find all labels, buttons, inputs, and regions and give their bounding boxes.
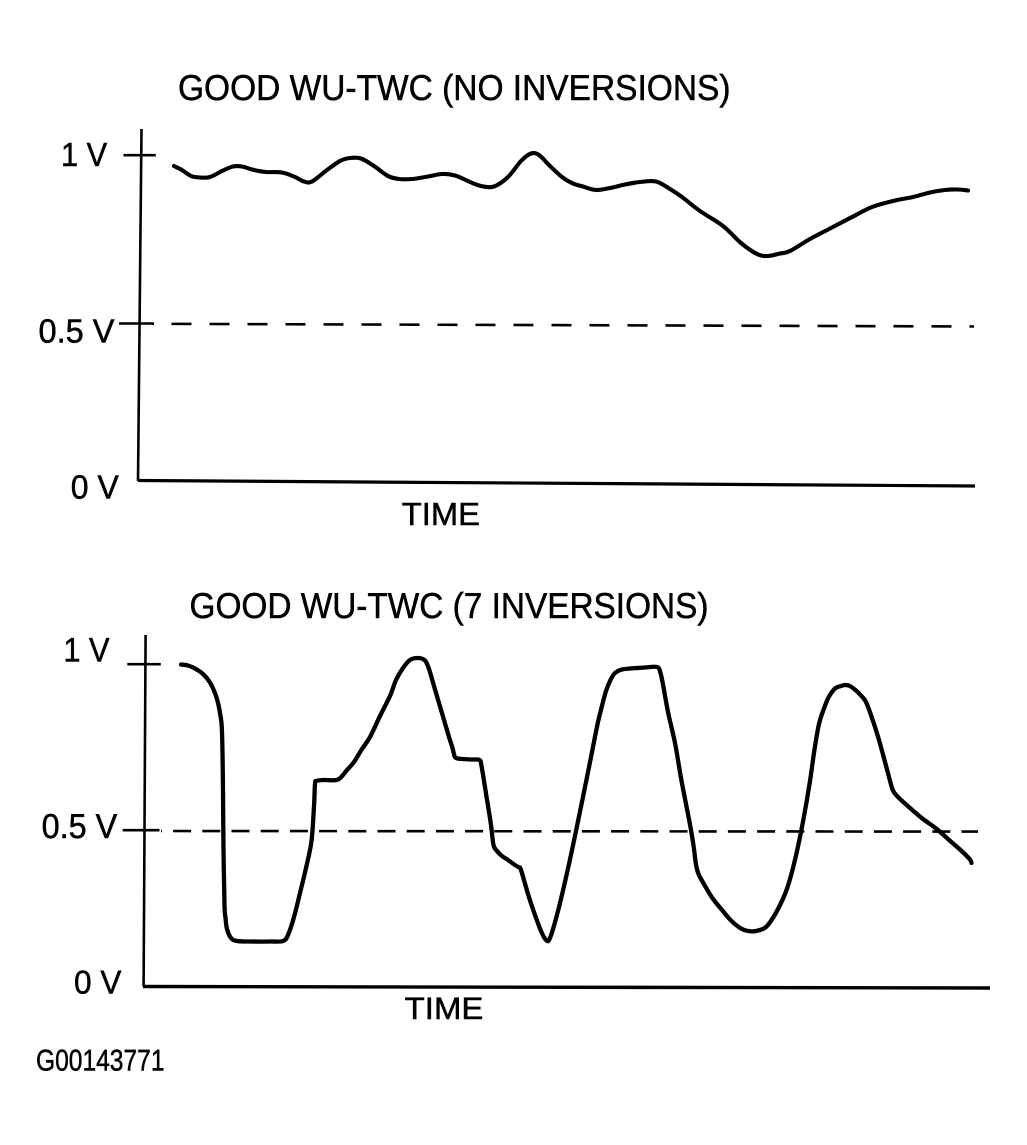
svg-text:GOOD WU-TWC (7 INVERSIONS): GOOD WU-TWC (7 INVERSIONS) bbox=[190, 585, 709, 626]
svg-text:0.5 V: 0.5 V bbox=[42, 808, 118, 846]
svg-text:GOOD WU-TWC (NO INVERSIONS): GOOD WU-TWC (NO INVERSIONS) bbox=[178, 67, 731, 108]
svg-text:0 V: 0 V bbox=[71, 470, 120, 507]
svg-text:TIME: TIME bbox=[405, 991, 484, 1026]
svg-text:1 V: 1 V bbox=[61, 137, 108, 174]
svg-text:1 V: 1 V bbox=[63, 632, 109, 670]
svg-text:G00143771: G00143771 bbox=[36, 1045, 165, 1078]
svg-text:0.5 V: 0.5 V bbox=[39, 314, 116, 351]
svg-text:0 V: 0 V bbox=[74, 964, 121, 1001]
svg-text:TIME: TIME bbox=[402, 496, 480, 532]
